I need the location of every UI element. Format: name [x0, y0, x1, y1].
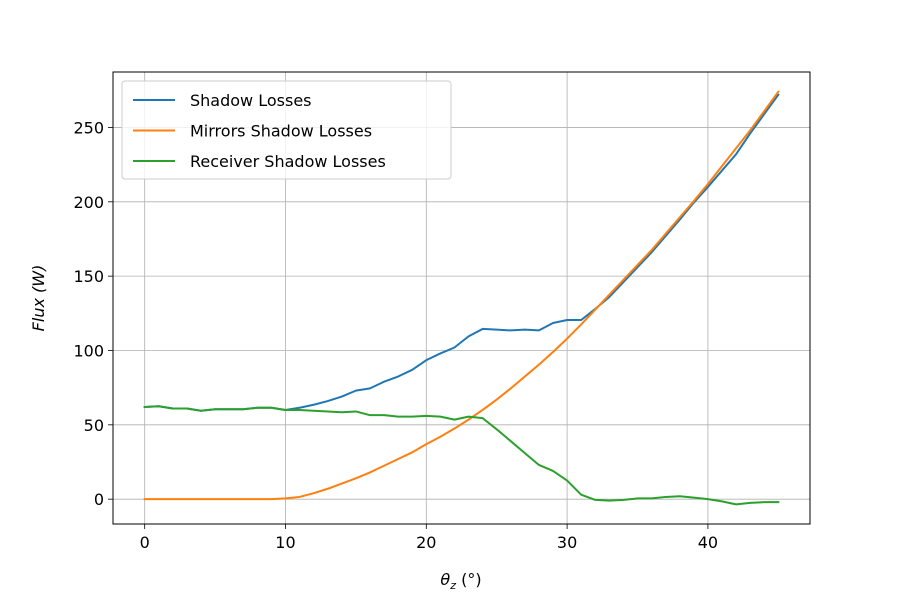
axis-ticks: 0 10 20 30 40 0 50 100 150 200 250 [73, 118, 718, 552]
plot-frame [112, 71, 811, 525]
x-tick-label: 20 [416, 533, 436, 552]
y-tick-label: 100 [73, 341, 104, 360]
series-layer [143, 90, 780, 506]
series-line-mirrors-shadow-losses [143, 90, 780, 501]
legend: Shadow Losses Mirrors Shadow Losses Receiv… [121, 80, 452, 180]
y-tick-label: 250 [73, 118, 104, 137]
y-tick-label: 50 [84, 416, 104, 435]
x-tick-label: 30 [557, 533, 577, 552]
x-axis-label: θz (°) [440, 570, 481, 592]
x-tick-label: 10 [275, 533, 295, 552]
y-tick-label: 200 [73, 193, 104, 212]
legend-label-receiver-shadow-losses: Receiver Shadow Losses [190, 152, 386, 171]
legend-box [121, 80, 452, 180]
legend-label-shadow-losses: Shadow Losses [190, 91, 312, 110]
y-tick-label: 0 [94, 490, 104, 509]
x-tick-label: 40 [698, 533, 718, 552]
y-tick-label: 150 [73, 267, 104, 286]
legend-label-mirrors-shadow-losses: Mirrors Shadow Losses [190, 122, 372, 141]
y-axis-label: Flux (W) [29, 265, 48, 332]
series-line-receiver-shadow-losses [143, 405, 780, 506]
x-tick-label: 0 [140, 533, 150, 552]
